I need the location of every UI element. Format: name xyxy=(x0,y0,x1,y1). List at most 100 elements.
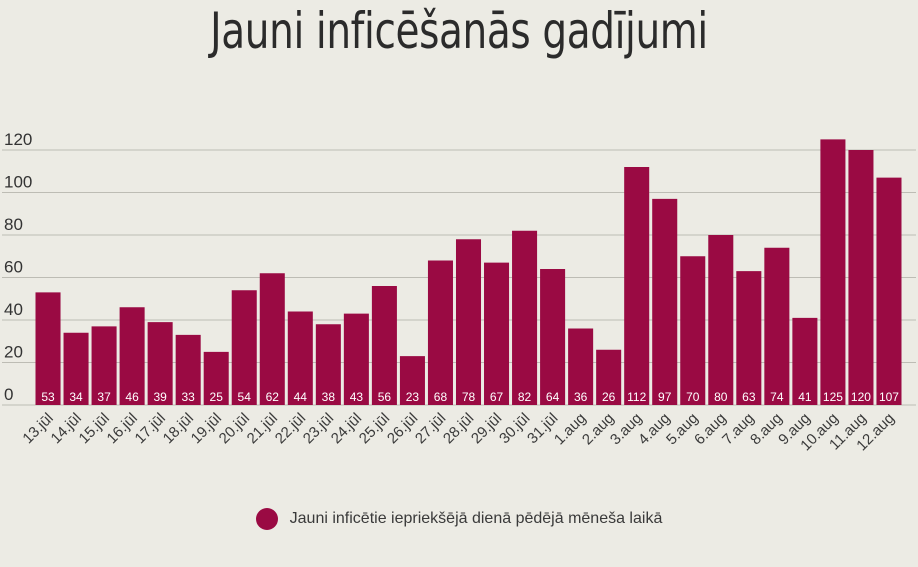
x-tick-label: 13.jūl xyxy=(19,410,56,447)
x-tick-label: 29.jūl xyxy=(468,410,505,447)
data-label: 26 xyxy=(602,390,616,404)
data-label: 74 xyxy=(770,390,784,404)
data-label: 78 xyxy=(462,390,476,404)
data-label: 120 xyxy=(851,390,871,404)
y-tick-label: 80 xyxy=(4,215,23,234)
x-tick-label: 4.aug xyxy=(635,410,674,449)
bar xyxy=(848,150,874,405)
bar xyxy=(259,273,285,405)
bar xyxy=(35,292,61,405)
data-label: 107 xyxy=(879,390,899,404)
bars xyxy=(35,139,902,405)
bar xyxy=(680,256,706,405)
data-label: 80 xyxy=(714,390,728,404)
bar xyxy=(63,332,89,405)
bar xyxy=(119,307,145,405)
y-tick-label: 100 xyxy=(4,173,32,192)
data-label: 46 xyxy=(125,390,139,404)
x-tick-label: 8.aug xyxy=(747,410,786,449)
data-label: 64 xyxy=(546,390,560,404)
data-label: 41 xyxy=(798,390,812,404)
data-label: 97 xyxy=(658,390,672,404)
data-label: 70 xyxy=(686,390,700,404)
legend: Jauni inficētie iepriekšējā dienā pēdējā… xyxy=(0,508,918,530)
y-tick-label: 120 xyxy=(4,130,32,149)
x-tick-label: 23.jūl xyxy=(300,410,337,447)
bar xyxy=(175,334,201,405)
x-tick-label: 30.jūl xyxy=(496,410,533,447)
x-tick-label: 17.jūl xyxy=(132,410,169,447)
x-tick-label: 28.jūl xyxy=(440,410,477,447)
bar xyxy=(652,198,678,405)
bar xyxy=(399,356,425,405)
y-axis-tick-labels: 0 20 40 60 80 100 120 xyxy=(4,130,32,404)
x-tick-label: 27.jūl xyxy=(412,410,449,447)
data-label: 34 xyxy=(69,390,83,404)
data-label: 125 xyxy=(823,390,843,404)
x-tick-label: 7.aug xyxy=(719,410,758,449)
data-label: 67 xyxy=(490,390,504,404)
data-label: 56 xyxy=(378,390,392,404)
bar xyxy=(287,311,313,405)
x-tick-label: 14.jūl xyxy=(47,410,84,447)
x-tick-label: 3.aug xyxy=(607,410,646,449)
legend-label: Jauni inficētie iepriekšējā dienā pēdējā… xyxy=(289,510,663,527)
data-label: 53 xyxy=(41,390,55,404)
bar xyxy=(91,326,117,405)
y-tick-label: 0 xyxy=(4,385,13,404)
legend-swatch xyxy=(255,508,278,530)
x-tick-label: 26.jūl xyxy=(384,410,421,447)
x-tick-label: 15.jūl xyxy=(76,410,113,447)
bar xyxy=(371,286,397,405)
bar xyxy=(540,269,566,405)
data-label: 33 xyxy=(181,390,195,404)
y-tick-label: 60 xyxy=(4,258,23,277)
data-label: 23 xyxy=(406,390,420,404)
data-label: 37 xyxy=(97,390,111,404)
x-tick-label: 18.jūl xyxy=(160,410,197,447)
data-label: 62 xyxy=(266,390,280,404)
y-tick-label: 40 xyxy=(4,300,23,319)
data-label: 39 xyxy=(153,390,167,404)
bar xyxy=(792,317,818,405)
x-tick-label: 21.jūl xyxy=(244,410,281,447)
x-tick-label: 2.aug xyxy=(579,410,618,449)
bar xyxy=(708,235,734,405)
x-tick-label: 20.jūl xyxy=(216,410,253,447)
bar xyxy=(876,177,902,405)
bar xyxy=(203,351,229,405)
bar xyxy=(315,324,341,405)
data-label: 36 xyxy=(574,390,588,404)
x-tick-label: 24.jūl xyxy=(328,410,365,447)
bar xyxy=(147,322,173,405)
data-label: 68 xyxy=(434,390,448,404)
bar xyxy=(231,290,257,405)
data-label: 112 xyxy=(627,390,646,404)
bar xyxy=(568,328,594,405)
data-label: 43 xyxy=(350,390,364,404)
bar xyxy=(512,230,538,405)
bar xyxy=(455,239,482,405)
data-label: 38 xyxy=(322,390,336,404)
data-label: 82 xyxy=(518,390,532,404)
chart-title: Jauni inficēšanās gadījumi xyxy=(210,2,708,60)
bar xyxy=(343,313,369,405)
bar xyxy=(820,139,846,405)
x-tick-label: 6.aug xyxy=(691,410,730,449)
x-tick-label: 16.jūl xyxy=(104,410,141,447)
x-axis-tick-labels: 13.jūl14.jūl15.jūl16.jūl17.jūl18.jūl19.j… xyxy=(19,410,897,454)
data-label: 25 xyxy=(210,390,224,404)
data-label: 63 xyxy=(742,390,756,404)
x-tick-label: 22.jūl xyxy=(272,410,309,447)
bar xyxy=(624,167,650,405)
bar xyxy=(484,262,510,405)
data-label: 44 xyxy=(294,390,308,404)
bar xyxy=(764,247,790,405)
x-tick-label: 19.jūl xyxy=(188,410,225,447)
bar xyxy=(427,260,453,405)
x-tick-label: 25.jūl xyxy=(356,410,393,447)
x-tick-label: 5.aug xyxy=(663,410,702,449)
bar xyxy=(596,349,622,405)
bar xyxy=(736,271,762,405)
